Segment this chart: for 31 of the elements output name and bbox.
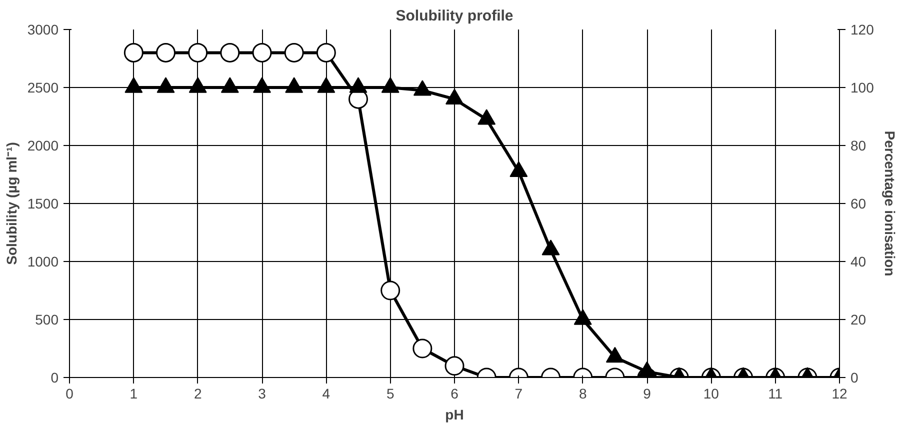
y2-tick-label: 40	[850, 254, 866, 270]
y2-tick-label: 80	[850, 138, 866, 154]
y-tick-label: 3000	[27, 22, 59, 38]
y-tick-label: 1500	[27, 196, 59, 212]
x-tick-label: 11	[768, 386, 783, 402]
y2-tick-label: 100	[850, 80, 874, 96]
y-tick-label: 1000	[27, 254, 59, 270]
x-tick-label: 12	[832, 386, 848, 402]
x-tick-label: 4	[322, 386, 330, 402]
x-tick-label: 6	[450, 386, 459, 402]
x-axis-title: pH	[445, 406, 464, 422]
x-tick-label: 9	[643, 386, 652, 402]
y-tick-label: 2500	[27, 80, 59, 96]
chart-title: Solubility profile	[396, 8, 514, 24]
x-tick-label: 8	[578, 386, 587, 402]
y2-tick-label: 120	[850, 22, 874, 38]
x-tick-label: 5	[386, 386, 394, 402]
x-tick-label: 7	[514, 386, 523, 402]
y2-tick-label: 60	[850, 196, 866, 212]
x-tick-label: 2	[194, 386, 202, 402]
x-tick-label: 0	[66, 386, 74, 402]
x-tick-label: 10	[703, 386, 720, 402]
y-axis-title: Solubility (µg ml⁻¹)	[3, 142, 20, 265]
x-tick-label: 3	[258, 386, 266, 402]
x-tick-label: 1	[130, 386, 138, 402]
y-tick-label: 0	[50, 370, 59, 386]
y-tick-label: 2000	[27, 138, 59, 154]
y-tick-label: 500	[35, 312, 59, 328]
y2-axis-title: Percentage ionisation	[882, 130, 898, 276]
y2-tick-label: 20	[850, 312, 866, 328]
y2-tick-label: 0	[850, 370, 858, 386]
